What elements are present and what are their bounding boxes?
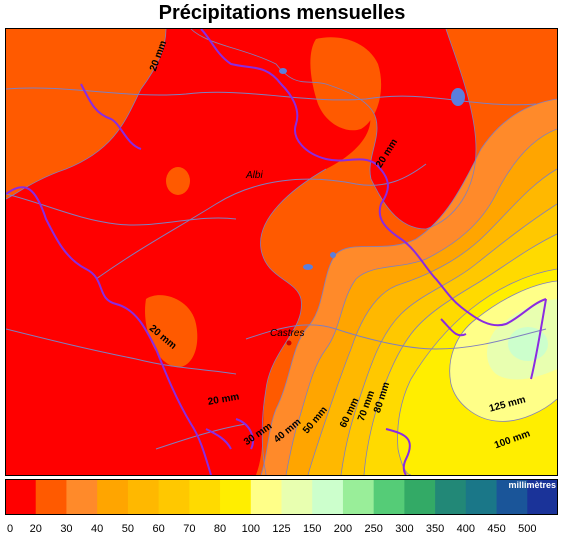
zone-20-30	[6, 29, 166, 199]
legend-tick-label: 60	[152, 523, 164, 535]
city-albi: Albi	[246, 170, 263, 181]
legend-scale: 0 20 30 40 50 60 70 80 100 125 150 200 250 300 350 400 4…	[5, 479, 559, 535]
legend-swatch	[435, 479, 467, 515]
legend-tick-label: 200	[334, 523, 352, 535]
zone-20-30-cap	[310, 37, 382, 131]
zone-150-200	[508, 327, 548, 361]
precipitation-map: Albi Castres 20 mm 20 mm 20 mm 20 mm 30 …	[5, 28, 558, 476]
legend-tick-label: 0	[7, 523, 13, 535]
legend-tick-label: 100	[242, 523, 260, 535]
legend-tick-label: 50	[122, 523, 134, 535]
legend-unit: millimètres	[508, 480, 556, 490]
legend-tick-label: 40	[91, 523, 103, 535]
lakes	[279, 68, 465, 270]
legend-swatch	[97, 479, 129, 515]
legend-swatch	[127, 479, 160, 515]
legend-swatch	[250, 479, 282, 515]
legend-swatch	[66, 479, 98, 515]
legend-swatch	[404, 479, 436, 515]
legend-tick-label: 80	[214, 523, 226, 535]
legend-tick-label: 450	[487, 523, 505, 535]
legend-swatch	[281, 479, 313, 515]
legend-tick-label: 125	[272, 523, 290, 535]
isolines	[6, 29, 557, 475]
zone-20-30-pocket	[166, 167, 190, 195]
legend-tick-label: 20	[30, 523, 42, 535]
legend-tick-label: 300	[395, 523, 413, 535]
legend-frame	[5, 479, 558, 515]
legend-swatch	[312, 479, 344, 515]
legend-tick-label: 400	[457, 523, 475, 535]
legend-swatch	[220, 479, 252, 515]
map-canvas	[6, 29, 557, 475]
legend-tick-label: 70	[183, 523, 195, 535]
zone-20-30-pocket-west	[145, 295, 198, 368]
legend-swatch	[5, 479, 37, 515]
city-castres: Castres	[270, 328, 305, 339]
map-title: Précipitations mensuelles	[158, 2, 406, 24]
legend-swatch	[35, 479, 67, 515]
legend-swatch	[465, 479, 498, 515]
legend-swatch	[373, 479, 405, 515]
legend-tick-label: 500	[518, 523, 536, 535]
boundaries	[6, 29, 547, 475]
legend-swatch	[527, 479, 559, 515]
color-legend: 0 20 30 40 50 60 70 80 100 125 150 200 250 300 350 400 4…	[5, 479, 559, 542]
legend-swatch	[158, 479, 190, 515]
rivers	[6, 87, 547, 450]
legend-tick-label: 150	[303, 523, 321, 535]
legend-swatch	[189, 479, 221, 515]
legend-tick-label: 250	[364, 523, 382, 535]
legend-swatch	[496, 479, 528, 515]
legend-tick-label: 350	[426, 523, 444, 535]
zone-0-20-north	[191, 29, 476, 229]
castres-marker	[286, 340, 292, 346]
legend-swatch	[342, 479, 375, 515]
legend-tick-label: 30	[60, 523, 72, 535]
